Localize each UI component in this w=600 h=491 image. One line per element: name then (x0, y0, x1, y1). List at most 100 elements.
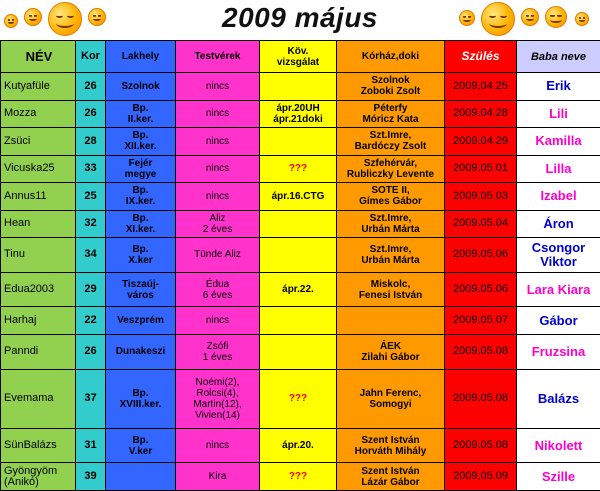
cell-kov-vizsgalat (259, 237, 337, 273)
cell-baba-neve: Nikolett (516, 427, 600, 464)
smiley-icon (521, 8, 539, 26)
cell-kor: 28 (75, 127, 106, 156)
cell-lakhely: Bp. XVIII.ker. (105, 368, 176, 429)
column-header-lakhely: Lakhely (105, 40, 176, 73)
cell-korhaz-doki: Szent István Horváth Mihály (336, 427, 445, 464)
column-header-baba-neve: Baba neve (516, 40, 600, 73)
cell-kov-vizsgalat (259, 72, 337, 101)
cell-testverek: nincs (175, 154, 260, 184)
cell-kov-vizsgalat: ápr.20UH ápr.21doki (259, 99, 337, 129)
cell-nev: SünBalázs (0, 427, 76, 464)
cell-szules: 2009.05.06 (444, 237, 517, 273)
cell-baba-neve: Balázs (516, 368, 600, 429)
cell-lakhely (105, 462, 176, 491)
table-row: Kutyafüle 26 Szolnok nincs Szolnok Zoboki Zs… (0, 72, 600, 101)
column-header-korhaz-doki: Kórház,doki (336, 40, 445, 73)
cell-nev: Tinu (0, 237, 76, 273)
cell-testverek: Kira (175, 462, 260, 491)
cell-baba-neve: Erik (516, 72, 600, 101)
cell-szules: 2009.05.07 (444, 306, 517, 335)
column-header-nev: NÉV (0, 40, 76, 73)
table-header-row: NÉV Kor Lakhely Testvérek Köv. vizsgálat… (0, 40, 600, 73)
cell-kor: 22 (75, 306, 106, 335)
cell-testverek: Noémi(2), Rolcsi(4), Martin(12), Vivien(… (175, 368, 260, 429)
smiley-icon (48, 2, 82, 36)
cell-kov-vizsgalat: ??? (259, 462, 337, 491)
cell-lakhely: Tiszaúj- város (105, 271, 176, 308)
cell-nev: Annus11 (0, 182, 76, 211)
smiley-left-group (0, 2, 110, 38)
cell-testverek: Aliz 2 éves (175, 209, 260, 239)
cell-testverek: nincs (175, 127, 260, 156)
cell-kov-vizsgalat: ápr.16.CTG (259, 182, 337, 211)
cell-baba-neve: Csongor Viktor (516, 237, 600, 273)
column-header-testverek: Testvérek (175, 40, 260, 73)
cell-kor: 26 (75, 333, 106, 370)
smiley-icon (4, 14, 18, 28)
cell-baba-neve: Gábor (516, 306, 600, 335)
cell-baba-neve: Lilla (516, 154, 600, 184)
table-row: Evemama 37 Bp. XVIII.ker. Noémi(2), Rolcsi(… (0, 368, 600, 429)
cell-szules: 2009.05.08 (444, 333, 517, 370)
smiley-icon (545, 6, 567, 28)
cell-baba-neve: Szille (516, 462, 600, 491)
table-row: SünBalázs 31 Bp. V.ker nincs ápr.20. Szent Is… (0, 427, 600, 464)
cell-nev: Panndi (0, 333, 76, 370)
cell-szules: 2009.04.28 (444, 99, 517, 129)
cell-testverek: Zsófi 1 éves (175, 333, 260, 370)
cell-baba-neve: Lili (516, 99, 600, 129)
cell-kov-vizsgalat (259, 333, 337, 370)
cell-szules: 2009.05.09 (444, 462, 517, 491)
cell-kor: 26 (75, 72, 106, 101)
cell-korhaz-doki: ÁEK Zilahi Gábor (336, 333, 445, 370)
cell-korhaz-doki: Szt.Imre, Urbán Márta (336, 209, 445, 239)
cell-lakhely: Bp. IX.ker. (105, 182, 176, 211)
column-header-kov-vizsgalat: Köv. vizsgálat (259, 40, 337, 73)
cell-baba-neve: Áron (516, 209, 600, 239)
cell-lakhely: Bp. II.ker. (105, 99, 176, 129)
table-row: Harhaj 22 Veszprém nincs 2009.05.07 Gábor (0, 306, 600, 335)
cell-lakhely: Veszprém (105, 306, 176, 335)
cell-kor: 31 (75, 427, 106, 464)
cell-szules: 2009.05.04 (444, 209, 517, 239)
smiley-icon (88, 8, 106, 26)
cell-szules: 2009.05.06 (444, 271, 517, 308)
cell-nev: Kutyafüle (0, 72, 76, 101)
cell-baba-neve: Lara Kiara (516, 271, 600, 308)
cell-nev: Mozza (0, 99, 76, 129)
cell-testverek: Édua 6 éves (175, 271, 260, 308)
table-row: Tinu 34 Bp. X.ker Tünde Aliz Szt.Imre, Urbán… (0, 237, 600, 273)
smiley-icon (24, 8, 42, 26)
cell-szules: 2009.04.29 (444, 127, 517, 156)
cell-kor: 32 (75, 209, 106, 239)
column-header-szules: Szülés (444, 40, 517, 73)
cell-korhaz-doki: Szfehérvár, Rubliczky Levente (336, 154, 445, 184)
cell-nev: Vicuska25 (0, 154, 76, 184)
cell-szules: 2009.05.08 (444, 427, 517, 464)
cell-kov-vizsgalat (259, 306, 337, 335)
cell-baba-neve: Izabel (516, 182, 600, 211)
table-row: Hean 32 Bp. XI.ker. Aliz 2 éves Szt.Imre, Ur… (0, 209, 600, 239)
smiley-icon (459, 10, 475, 26)
cell-baba-neve: Kamilla (516, 127, 600, 156)
cell-korhaz-doki: Szt.Imre, Bardóczy Zsolt (336, 127, 445, 156)
table-row: Edua2003 29 Tiszaúj- város Édua 6 éves ápr.2… (0, 271, 600, 308)
cell-nev: Harhaj (0, 306, 76, 335)
cell-kov-vizsgalat (259, 127, 337, 156)
smiley-icon (575, 12, 589, 26)
cell-lakhely: Fejér megye (105, 154, 176, 184)
cell-kor: 39 (75, 462, 106, 491)
table-row: Annus11 25 Bp. IX.ker. nincs ápr.16.CTG SOTE … (0, 182, 600, 211)
page-title: 2009 május (222, 2, 378, 33)
cell-kov-vizsgalat: ??? (259, 154, 337, 184)
cell-kov-vizsgalat: ápr.20. (259, 427, 337, 464)
smiley-right-group (455, 2, 600, 38)
cell-kor: 29 (75, 271, 106, 308)
cell-testverek: nincs (175, 306, 260, 335)
cell-korhaz-doki (336, 306, 445, 335)
cell-lakhely: Dunakeszi (105, 333, 176, 370)
cell-testverek: nincs (175, 99, 260, 129)
cell-testverek: Tünde Aliz (175, 237, 260, 273)
table-row: Zsüci 28 Bp. XII.ker. nincs Szt.Imre, Bardóc… (0, 127, 600, 156)
cell-korhaz-doki: Péterfy Móricz Kata (336, 99, 445, 129)
